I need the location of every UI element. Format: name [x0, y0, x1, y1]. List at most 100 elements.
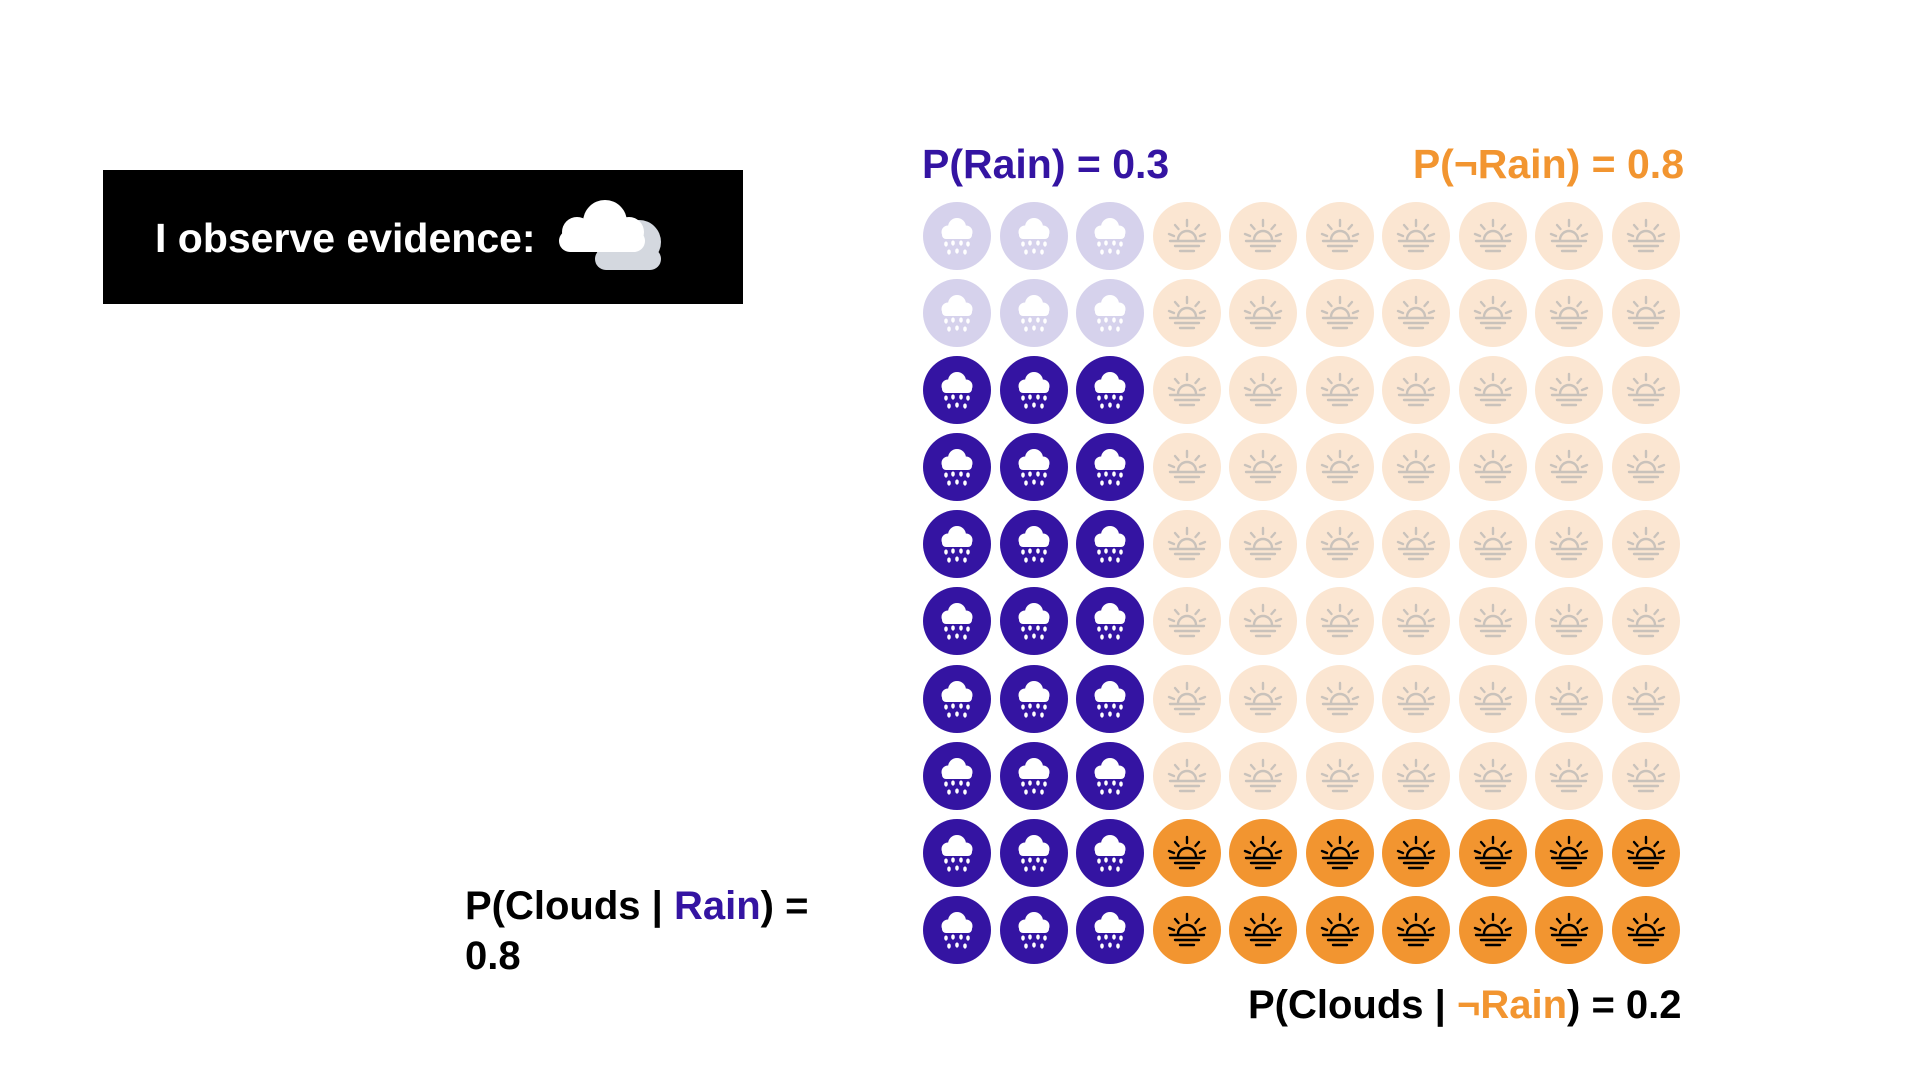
- rain-cloud-icon: [941, 218, 973, 255]
- sunrise-icon: [1473, 912, 1512, 947]
- sun-dot-faded: [1382, 587, 1450, 656]
- sunrise-icon: [1167, 835, 1206, 869]
- sun-dot-faded: [1229, 741, 1297, 810]
- sun-dot-faded: [1152, 664, 1221, 733]
- sunrise-icon: [1396, 835, 1436, 869]
- sunrise-icon: [1626, 218, 1665, 253]
- sunrise-icon: [1167, 912, 1206, 947]
- sunrise-icon: [1243, 912, 1283, 947]
- sunrise-icon: [1549, 681, 1589, 715]
- sun-dot-faded: [1535, 433, 1603, 502]
- sunrise-icon: [1167, 218, 1206, 253]
- rain-cloud-icon: [1094, 603, 1126, 641]
- rain-dot: [999, 895, 1068, 964]
- sunrise-icon: [1320, 295, 1359, 330]
- rain-dot-faded: [1076, 202, 1144, 270]
- probability-grid: [923, 202, 1686, 964]
- sun-dot-faded: [1152, 741, 1221, 810]
- sun-dot-faded: [1535, 279, 1603, 348]
- sun-dot: [1152, 895, 1221, 964]
- rain-dot: [923, 433, 991, 502]
- rain-dot: [1076, 895, 1144, 964]
- evidence-banner: I observe evidence:: [103, 170, 743, 304]
- sun-dot-faded: [1229, 587, 1297, 656]
- prior-rain-label: P(Rain) = 0.3: [922, 141, 1170, 187]
- sun-dot-faded: [1458, 664, 1527, 733]
- sun-dot-faded: [1535, 741, 1603, 810]
- rain-cloud-icon: [941, 911, 973, 949]
- rain-dot: [923, 664, 991, 733]
- sun-dot-faded: [1458, 510, 1527, 579]
- sun-dot-faded: [1305, 202, 1374, 270]
- sunrise-icon: [1626, 295, 1665, 330]
- sunrise-icon: [1549, 758, 1589, 792]
- rain-dot: [923, 510, 991, 579]
- sunrise-icon: [1473, 218, 1512, 253]
- sun-dot-faded: [1535, 587, 1603, 656]
- sunrise-icon: [1320, 450, 1359, 484]
- rain-dot: [923, 895, 991, 964]
- rain-cloud-icon: [1018, 680, 1049, 718]
- sunrise-icon: [1167, 604, 1206, 638]
- sunrise-icon: [1626, 604, 1665, 638]
- rain-dot: [1076, 818, 1144, 887]
- likelihood-rain-term: Rain: [673, 884, 761, 928]
- sunrise-icon: [1243, 450, 1283, 484]
- sunrise-icon: [1243, 372, 1283, 407]
- clouds-icon: [559, 200, 661, 270]
- sunrise-icon: [1396, 450, 1436, 484]
- sun-dot-faded: [1382, 664, 1450, 733]
- sunrise-icon: [1626, 835, 1665, 869]
- sunrise-icon: [1626, 527, 1665, 561]
- sun-dot: [1382, 895, 1450, 964]
- sun-dot-faded: [1458, 433, 1527, 502]
- sun-dot-faded: [1152, 510, 1221, 579]
- rain-cloud-icon: [1018, 911, 1049, 949]
- rain-cloud-icon: [1018, 834, 1049, 872]
- rain-dot-faded: [923, 202, 991, 270]
- sun-dot-faded: [1305, 279, 1374, 348]
- sunrise-icon: [1243, 835, 1283, 869]
- sun-dot: [1305, 895, 1374, 964]
- rain-dot: [999, 356, 1068, 425]
- sun-dot-faded: [1229, 356, 1297, 425]
- sun-dot: [1535, 895, 1603, 964]
- sun-dot-faded: [1458, 279, 1527, 348]
- rain-cloud-icon: [941, 603, 973, 641]
- sunrise-icon: [1396, 218, 1436, 253]
- rain-cloud-icon: [1094, 449, 1126, 486]
- rain-dot: [999, 818, 1068, 887]
- rain-cloud-icon: [1094, 834, 1126, 872]
- sun-dot-faded: [1229, 664, 1297, 733]
- sunrise-icon: [1396, 912, 1436, 947]
- rain-cloud-icon: [1018, 449, 1049, 486]
- rain-cloud-icon: [941, 372, 973, 409]
- sun-dot-faded: [1611, 510, 1680, 579]
- rain-cloud-icon: [1094, 911, 1126, 949]
- sunrise-icon: [1549, 295, 1589, 330]
- sunrise-icon: [1396, 604, 1436, 638]
- sunrise-icon: [1243, 295, 1283, 330]
- sun-dot-faded: [1305, 741, 1374, 810]
- sun-dot: [1305, 818, 1374, 887]
- sunrise-icon: [1473, 604, 1512, 638]
- sun-dot-faded: [1535, 664, 1603, 733]
- sun-dot-faded: [1611, 279, 1680, 348]
- sunrise-icon: [1626, 681, 1665, 715]
- likelihood-norain-label: P(Clouds | ¬Rain) = 0.2: [1248, 980, 1682, 1030]
- sun-dot-faded: [1382, 741, 1450, 810]
- sun-dot-faded: [1305, 433, 1374, 502]
- rain-dot: [999, 510, 1068, 579]
- sun-dot-faded: [1229, 279, 1297, 348]
- sun-dot: [1458, 895, 1527, 964]
- sunrise-icon: [1243, 758, 1283, 792]
- sun-dot-faded: [1611, 433, 1680, 502]
- sun-dot: [1458, 818, 1527, 887]
- sun-dot-faded: [1611, 664, 1680, 733]
- sunrise-icon: [1473, 450, 1512, 484]
- sunrise-icon: [1243, 604, 1283, 638]
- sun-dot-faded: [1535, 356, 1603, 425]
- sunrise-icon: [1473, 372, 1512, 407]
- sun-dot-faded: [1229, 510, 1297, 579]
- sunrise-icon: [1549, 527, 1589, 561]
